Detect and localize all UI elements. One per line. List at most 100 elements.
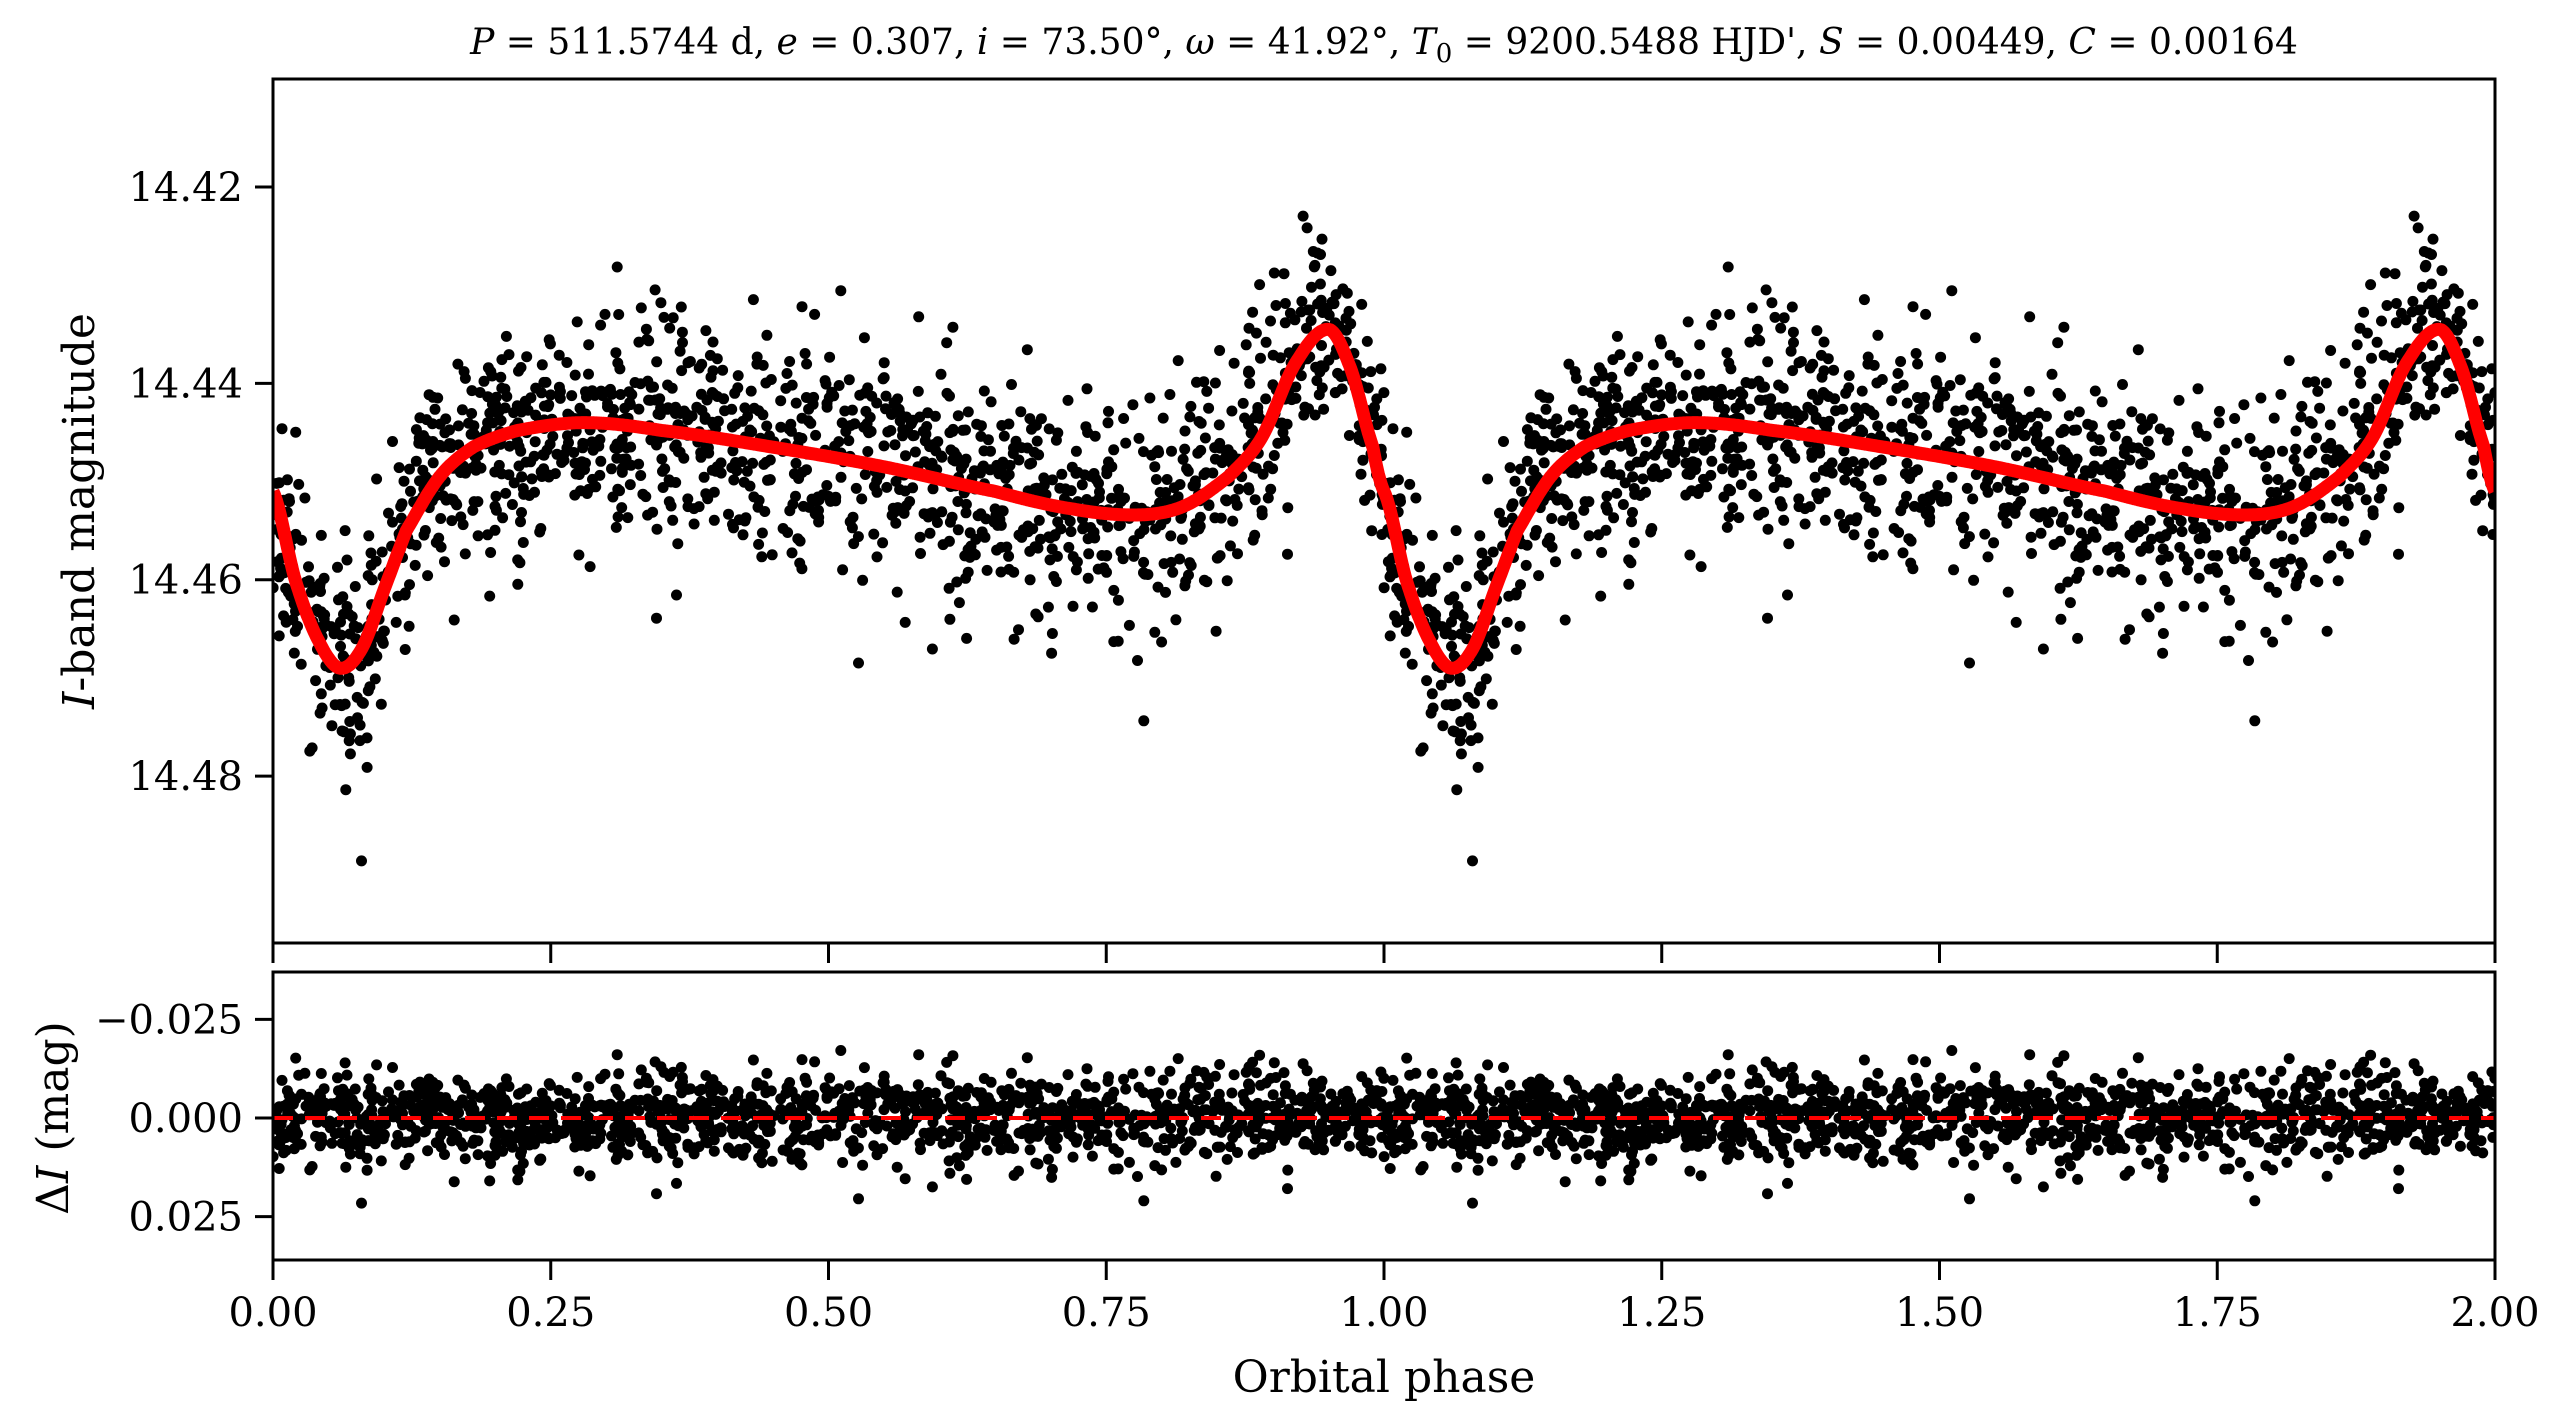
data-point	[730, 418, 742, 430]
residual-point	[511, 1102, 523, 1114]
data-point	[786, 547, 798, 559]
data-point	[1665, 392, 1677, 404]
data-point	[1818, 336, 1830, 348]
data-point	[696, 358, 708, 370]
data-point	[1948, 564, 1960, 576]
data-point	[417, 464, 429, 476]
data-point	[1692, 391, 1703, 403]
data-point	[599, 308, 611, 320]
data-point	[2182, 556, 2194, 568]
data-point	[871, 486, 883, 498]
data-point	[850, 482, 862, 494]
data-point	[2149, 472, 2161, 484]
residual-point	[1182, 1099, 1194, 1111]
residual-point	[732, 1091, 744, 1102]
data-point	[809, 308, 821, 320]
data-point	[1450, 525, 1462, 537]
residual-point	[387, 1062, 398, 1073]
data-point	[2446, 371, 2458, 383]
residual-point	[1160, 1144, 1171, 1156]
data-point	[2090, 531, 2102, 543]
data-point	[515, 445, 527, 457]
data-point	[843, 374, 855, 386]
data-point	[953, 597, 965, 609]
data-point	[1477, 574, 1489, 586]
data-point	[991, 459, 1003, 471]
data-point	[409, 559, 421, 571]
residual-point	[965, 1136, 977, 1148]
data-point	[708, 514, 720, 526]
residual-point	[1052, 1118, 1064, 1130]
data-point	[1366, 525, 1378, 537]
data-point	[2228, 553, 2240, 565]
data-point	[962, 406, 974, 418]
data-point	[492, 408, 504, 419]
data-point	[1203, 402, 1215, 414]
data-point	[463, 417, 475, 429]
data-point	[1003, 418, 1015, 430]
data-point	[434, 418, 446, 430]
data-point	[2181, 445, 2193, 457]
data-point	[2325, 345, 2337, 356]
data-point	[1982, 486, 1994, 498]
data-point	[2126, 406, 2138, 418]
data-point	[1289, 314, 1301, 326]
data-point	[635, 302, 647, 314]
data-point	[1821, 465, 1833, 477]
data-point	[499, 383, 511, 395]
data-point	[538, 400, 550, 412]
data-point	[2368, 468, 2380, 480]
data-point	[2055, 516, 2067, 528]
residual-point	[1046, 1171, 1058, 1183]
residual-point	[337, 1083, 349, 1095]
data-point	[274, 569, 286, 581]
data-point	[1959, 538, 1971, 550]
residual-point	[1117, 1130, 1129, 1142]
residual-point	[810, 1104, 822, 1116]
data-point	[511, 400, 523, 412]
data-point	[989, 503, 1001, 515]
data-point	[1762, 523, 1774, 535]
data-point	[747, 294, 759, 306]
data-point	[2426, 360, 2438, 372]
residual-point	[1003, 1083, 1015, 1095]
residual-point	[573, 1165, 585, 1177]
data-point	[1395, 496, 1406, 507]
data-point	[837, 564, 849, 576]
data-point	[512, 578, 524, 590]
data-point	[2249, 715, 2261, 727]
data-point	[1655, 338, 1667, 350]
data-point	[1838, 518, 1849, 530]
residual-point	[1194, 1120, 1206, 1132]
data-point	[1895, 356, 1907, 367]
residual-point	[569, 1141, 581, 1153]
data-point	[2388, 427, 2400, 438]
data-point	[1296, 295, 1308, 307]
data-point	[1316, 233, 1328, 245]
data-point	[561, 357, 573, 368]
residual-point	[757, 1080, 769, 1092]
data-point	[877, 537, 889, 549]
residual-point	[295, 1138, 307, 1150]
data-point	[1247, 534, 1259, 546]
data-point	[1924, 504, 1935, 516]
residual-point	[823, 1088, 835, 1100]
data-point	[943, 582, 955, 594]
data-point	[1989, 372, 2001, 384]
data-point	[1480, 673, 1492, 685]
data-point	[1608, 512, 1620, 524]
residual-point	[2390, 1080, 2402, 1092]
title-segment: = 9200.5488 HJD',	[1452, 22, 1819, 63]
data-point	[486, 394, 498, 406]
data-point	[1112, 594, 1124, 606]
data-point	[1487, 634, 1499, 646]
data-point	[2199, 526, 2211, 538]
residual-point	[1268, 1057, 1280, 1069]
residual-point	[1092, 1135, 1104, 1147]
data-point	[2326, 455, 2338, 467]
data-point	[337, 591, 349, 603]
data-point	[357, 697, 369, 709]
residual-point	[664, 1071, 676, 1082]
residual-point	[821, 1124, 833, 1136]
residual-point	[1176, 1125, 1188, 1137]
